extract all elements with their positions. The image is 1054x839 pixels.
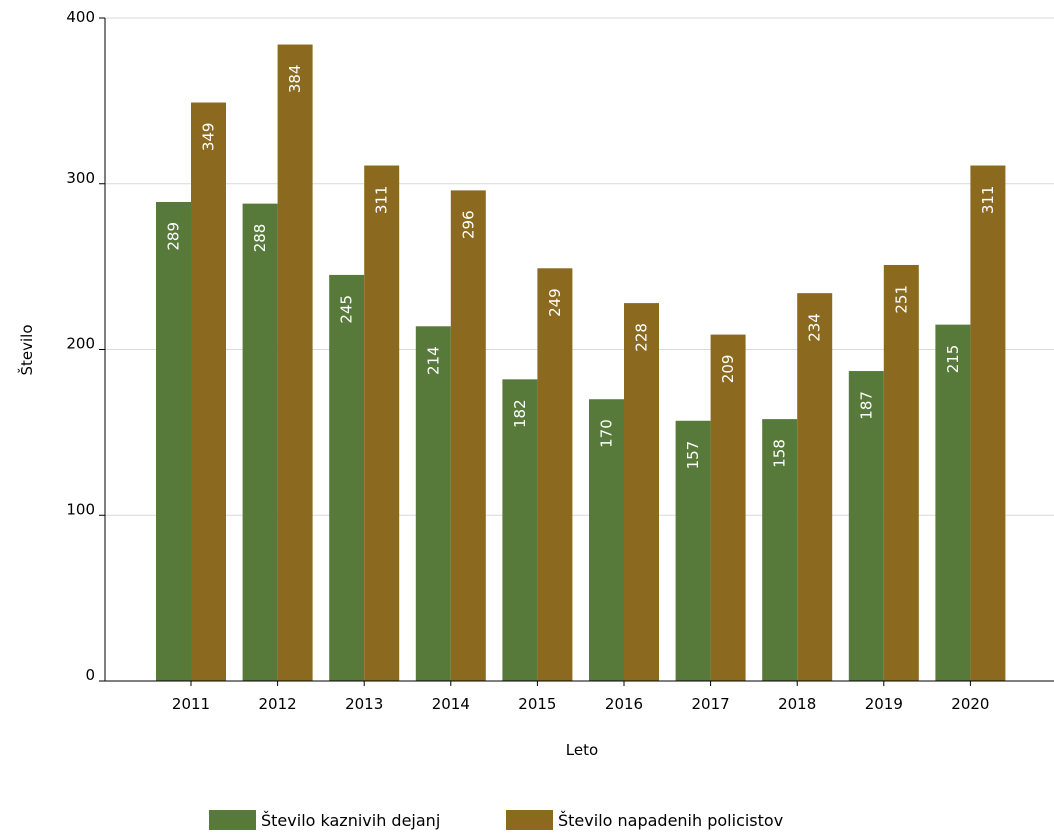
x-tick-label: 2013 — [345, 695, 383, 713]
bar — [277, 44, 313, 681]
bar — [589, 399, 624, 681]
bar-value-label: 349 — [200, 123, 218, 152]
bar — [156, 201, 191, 682]
bar — [624, 303, 659, 681]
y-ticks: 0 100 200 300 400 — [66, 8, 105, 684]
x-ticks: 2011 2012 2013 2014 2015 2016 2017 2018 2019 2020 — [172, 681, 989, 713]
bar — [191, 102, 226, 682]
bar — [710, 334, 746, 681]
x-tick-label: 2015 — [518, 695, 556, 713]
bar-value-label: 249 — [546, 288, 564, 317]
bar — [537, 268, 573, 681]
x-tick-label: 2012 — [259, 695, 297, 713]
bar-value-label: 182 — [511, 399, 529, 428]
bar-value-label: 245 — [338, 295, 356, 324]
bar-value-label: 209 — [719, 355, 737, 384]
bar-value-label: 228 — [633, 323, 651, 352]
bar-value-label: 234 — [806, 313, 824, 342]
x-tick-label: 2011 — [172, 695, 210, 713]
x-tick-label: 2017 — [692, 695, 730, 713]
bar-value-label: 311 — [979, 186, 997, 215]
y-tick-label: 100 — [66, 500, 95, 518]
legend-label-kaznivih-dejanj: Število kaznivih dejanj — [261, 811, 440, 830]
x-axis-title: Leto — [566, 741, 598, 759]
bar-value-label: 170 — [598, 419, 616, 448]
bar-value-label: 215 — [944, 345, 962, 374]
bar — [502, 379, 538, 681]
bar — [364, 165, 400, 681]
bar — [848, 371, 884, 681]
bar-value-label: 214 — [424, 346, 442, 375]
y-tick-label: 400 — [66, 8, 95, 26]
y-tick-label: 200 — [66, 335, 95, 353]
x-tick-label: 2016 — [605, 695, 643, 713]
x-tick-label: 2014 — [432, 695, 470, 713]
bar — [450, 190, 486, 681]
legend-label-napadenih-policistov: Število napadenih policistov — [558, 811, 783, 830]
y-tick-label: 0 — [85, 666, 95, 684]
bar — [329, 274, 365, 681]
bar-value-label: 157 — [684, 441, 702, 470]
legend-swatch-kaznivih-dejanj — [209, 810, 256, 830]
bar-value-label: 384 — [286, 65, 304, 94]
y-axis-title: Število — [17, 324, 36, 375]
bar-value-label: 251 — [892, 285, 910, 314]
bar — [242, 203, 278, 681]
bar — [762, 419, 798, 681]
x-tick-label: 2019 — [865, 695, 903, 713]
bar — [797, 293, 833, 681]
bar — [415, 326, 451, 681]
bar-value-label: 296 — [459, 210, 477, 239]
legend: Število kaznivih dejanj Število napadeni… — [209, 810, 783, 830]
bar — [970, 165, 1006, 681]
bar — [675, 420, 711, 681]
x-tick-label: 2018 — [778, 695, 816, 713]
bar-value-label: 187 — [857, 391, 875, 420]
bars: 289 349 288 384 245 311 214 296 182 249 170 228 157 2… — [156, 44, 1006, 682]
x-tick-label: 2020 — [951, 695, 989, 713]
bar-value-label: 289 — [165, 222, 183, 251]
legend-swatch-napadenih-policistov — [506, 810, 553, 830]
bar-value-label: 158 — [771, 439, 789, 468]
bar — [883, 264, 919, 681]
bar — [935, 324, 971, 681]
bar-value-label: 288 — [251, 224, 269, 253]
y-tick-label: 300 — [66, 169, 95, 187]
bar-value-label: 311 — [373, 186, 391, 215]
